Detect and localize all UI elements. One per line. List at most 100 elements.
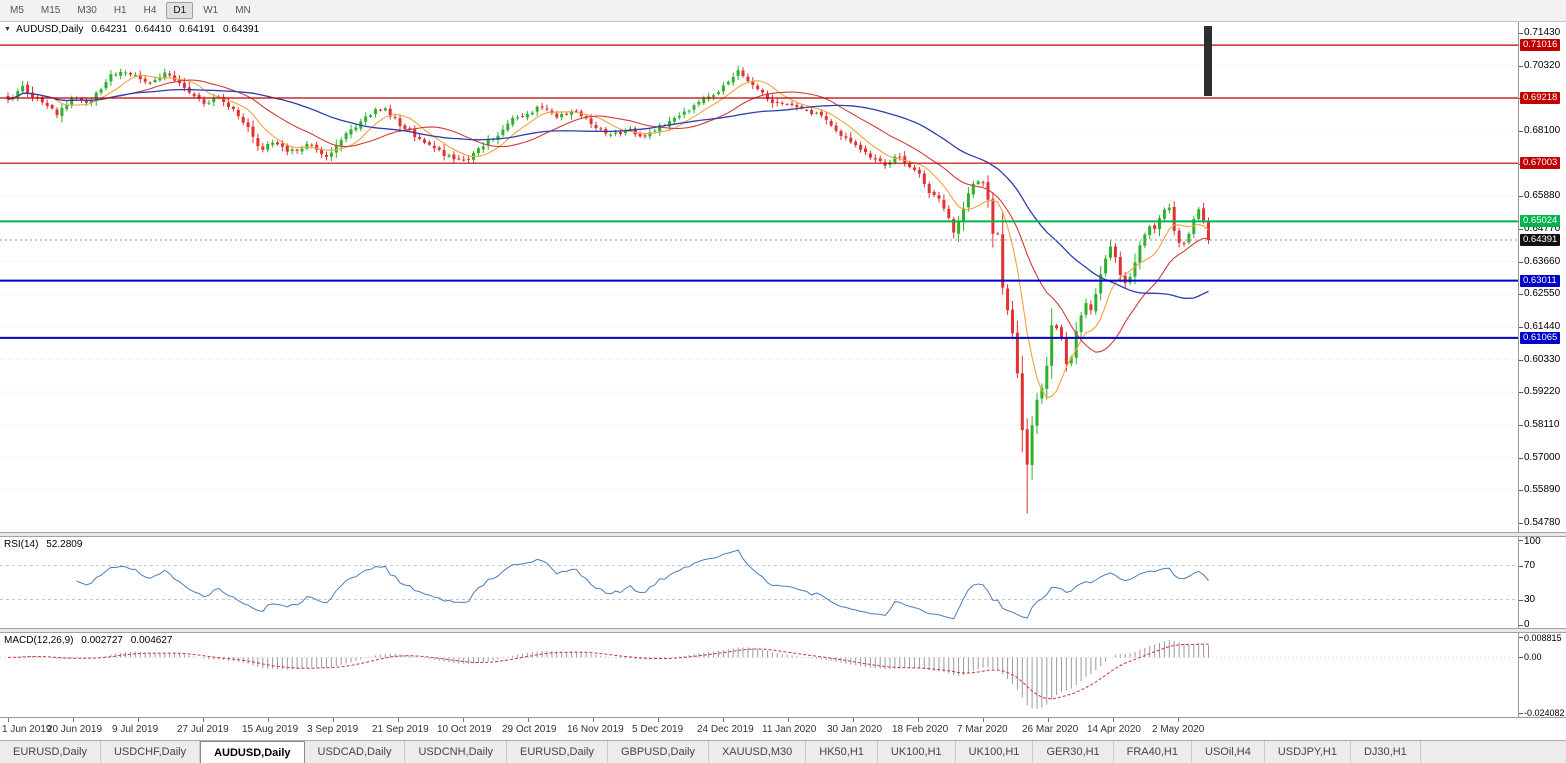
chart-tab-eurusd-daily[interactable]: EURUSD,Daily bbox=[0, 741, 101, 763]
time-axis-label: 7 Mar 2020 bbox=[957, 724, 1008, 735]
price-tick-label: 0.60330 bbox=[1524, 353, 1561, 365]
macd-current-value: 0.002727 bbox=[81, 635, 123, 646]
chart-tab-eurusd-daily[interactable]: EURUSD,Daily bbox=[507, 741, 608, 763]
time-axis-tick bbox=[8, 718, 9, 722]
time-axis-label: 2 May 2020 bbox=[1152, 724, 1205, 735]
axis-tick-mark bbox=[1519, 523, 1523, 524]
time-axis[interactable]: 1 Jun 2019 20 Jun 2019 9 Jul 2019 27 Jul 20… bbox=[0, 717, 1566, 740]
time-axis-tick bbox=[203, 718, 204, 722]
time-axis-tick bbox=[1178, 718, 1179, 722]
macd-axis: 0.008815 0.00 -0.024082 bbox=[1518, 633, 1566, 718]
axis-tick-mark bbox=[1519, 392, 1523, 393]
rsi-tick-label: 0 bbox=[1524, 619, 1530, 630]
axis-tick-mark bbox=[1519, 637, 1523, 638]
timeframe-button-w1[interactable]: W1 bbox=[203, 5, 219, 16]
chart-tab-dj30-h1[interactable]: DJ30,H1 bbox=[1351, 741, 1421, 763]
price-tick-label: 0.70320 bbox=[1524, 59, 1561, 71]
chart-tab-usdcad-daily[interactable]: USDCAD,Daily bbox=[305, 741, 406, 763]
axis-tick-mark bbox=[1519, 490, 1523, 491]
chart-tab-audusd-daily[interactable]: AUDUSD,Daily bbox=[200, 741, 305, 763]
chart-tab-uk100-h1[interactable]: UK100,H1 bbox=[878, 741, 956, 763]
timeframe-toolbar: M5 M15 M30 H1 H4 D1 W1 MN bbox=[0, 0, 1566, 22]
rsi-current-value: 52.2809 bbox=[46, 539, 83, 550]
time-axis-tick bbox=[333, 718, 334, 722]
price-tick-label: 0.65880 bbox=[1524, 190, 1561, 202]
candlestick-chart[interactable] bbox=[0, 22, 1518, 532]
time-axis-label: 3 Sep 2019 bbox=[307, 724, 359, 735]
macd-tick-label: 0.00 bbox=[1524, 652, 1542, 663]
axis-tick-mark bbox=[1519, 33, 1523, 34]
timeframe-button-h1[interactable]: H1 bbox=[113, 5, 127, 16]
time-axis-tick bbox=[918, 718, 919, 722]
chart-symbol-label: AUDUSD,Daily bbox=[16, 24, 84, 35]
chart-ohlc-header: ▼ AUDUSD,Daily 0.64231 0.64410 0.64191 0… bbox=[4, 24, 264, 35]
macd-plot bbox=[0, 640, 1518, 709]
macd-indicator-panel[interactable]: MACD(12,26,9) 0.002727 0.004627 bbox=[0, 633, 1518, 717]
time-axis-tick bbox=[528, 718, 529, 722]
price-tick-label: 0.62550 bbox=[1524, 288, 1561, 300]
vertical-scrollbar-thumb[interactable] bbox=[1204, 26, 1212, 96]
time-axis-label: 5 Dec 2019 bbox=[632, 724, 684, 735]
rsi-tick-label: 100 bbox=[1524, 536, 1541, 547]
chart-tab-ger30-h1[interactable]: GER30,H1 bbox=[1033, 741, 1114, 763]
time-axis-label: 10 Oct 2019 bbox=[437, 724, 492, 735]
candlestick-series bbox=[6, 65, 1210, 514]
panel-divider[interactable] bbox=[0, 532, 1566, 537]
time-axis-label: 14 Apr 2020 bbox=[1087, 724, 1141, 735]
chart-collapse-icon[interactable]: ▼ bbox=[4, 26, 11, 33]
time-axis-label: 21 Sep 2019 bbox=[372, 724, 429, 735]
chart-tab-xauusd-m30[interactable]: XAUUSD,M30 bbox=[709, 741, 807, 763]
axis-tick-mark bbox=[1519, 458, 1523, 459]
timeframe-button-m15[interactable]: M15 bbox=[40, 5, 61, 16]
timeframe-button-d1[interactable]: D1 bbox=[166, 2, 194, 19]
chart-tab-usdchf-daily[interactable]: USDCHF,Daily bbox=[101, 741, 201, 763]
time-axis-tick bbox=[1048, 718, 1049, 722]
axis-tick-mark bbox=[1519, 713, 1523, 714]
axis-tick-mark bbox=[1519, 600, 1523, 601]
axis-tick-mark bbox=[1519, 360, 1523, 361]
time-axis-label: 18 Feb 2020 bbox=[892, 724, 949, 735]
hline-price-label: 0.61065 bbox=[1520, 331, 1561, 344]
ohlc-high-value: 0.64410 bbox=[135, 24, 172, 35]
time-axis-label: 20 Jun 2019 bbox=[47, 724, 103, 735]
axis-tick-mark bbox=[1519, 425, 1523, 426]
time-axis-tick bbox=[788, 718, 789, 722]
chart-tab-usoil-h4[interactable]: USOil,H4 bbox=[1192, 741, 1265, 763]
axis-tick-mark bbox=[1519, 196, 1523, 197]
rsi-plot bbox=[0, 549, 1518, 620]
ohlc-low-value: 0.64191 bbox=[179, 24, 216, 35]
price-chart-panel[interactable]: ▼ AUDUSD,Daily 0.64231 0.64410 0.64191 0… bbox=[0, 22, 1518, 532]
chart-tab-fra40-h1[interactable]: FRA40,H1 bbox=[1114, 741, 1192, 763]
ma-fast-line bbox=[7, 74, 1209, 399]
time-axis-tick bbox=[1113, 718, 1114, 722]
time-axis-tick bbox=[138, 718, 139, 722]
time-axis-label: 27 Jul 2019 bbox=[177, 724, 229, 735]
chart-tab-uk100-h1[interactable]: UK100,H1 bbox=[956, 741, 1034, 763]
time-axis-label: 1 Jun 2019 bbox=[2, 724, 52, 735]
rsi-axis: 100 70 30 0 bbox=[1518, 536, 1566, 630]
price-axis[interactable]: 0.714300.703200.692100.681000.669900.658… bbox=[1518, 22, 1566, 532]
price-tick-label: 0.63660 bbox=[1524, 255, 1561, 267]
macd-name-label: MACD(12,26,9) bbox=[4, 635, 74, 646]
timeframe-button-m5[interactable]: M5 bbox=[10, 5, 24, 16]
chart-tab-usdcnh-daily[interactable]: USDCNH,Daily bbox=[405, 741, 508, 763]
timeframe-button-mn[interactable]: MN bbox=[235, 5, 251, 16]
timeframe-button-m30[interactable]: M30 bbox=[77, 5, 97, 16]
time-axis-tick bbox=[463, 718, 464, 722]
chart-tab-usdjpy-h1[interactable]: USDJPY,H1 bbox=[1265, 741, 1351, 763]
time-axis-tick bbox=[853, 718, 854, 722]
price-tick-label: 0.55890 bbox=[1524, 484, 1561, 496]
ohlc-close-value: 0.64391 bbox=[223, 24, 260, 35]
panel-divider[interactable] bbox=[0, 628, 1566, 633]
rsi-indicator-panel[interactable]: RSI(14) 52.2809 bbox=[0, 537, 1518, 628]
chart-tab-hk50-h1[interactable]: HK50,H1 bbox=[806, 741, 878, 763]
time-axis-label: 15 Aug 2019 bbox=[242, 724, 299, 735]
axis-tick-mark bbox=[1519, 131, 1523, 132]
chart-tab-bar: EURUSD,Daily USDCHF,Daily AUDUSD,Daily USDC… bbox=[0, 740, 1566, 763]
timeframe-button-h4[interactable]: H4 bbox=[143, 5, 157, 16]
axis-tick-mark bbox=[1519, 327, 1523, 328]
chart-tab-gbpusd-daily[interactable]: GBPUSD,Daily bbox=[608, 741, 709, 763]
time-axis-tick bbox=[398, 718, 399, 722]
hline-price-label: 0.67003 bbox=[1520, 157, 1561, 170]
